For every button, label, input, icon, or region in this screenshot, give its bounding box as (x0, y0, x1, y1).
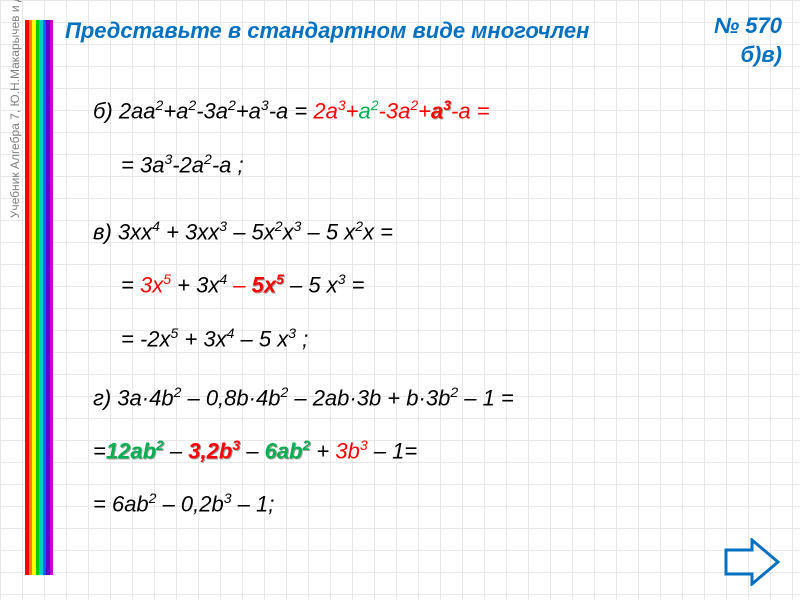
content-area: Представьте в стандартном виде многочлен… (65, 12, 790, 544)
math-line: = 3х5 + 3х4 – 5х5 – 5 х3 = (65, 271, 790, 298)
math-line: в) 3хх4 + 3хх3 – 5х2х3 – 5 х2х = (65, 218, 790, 245)
math-lines: б) 2аа2+а2-3а2+а3-а = 2a3+a2-3a2+a3-a = =… (65, 97, 790, 518)
textbook-label: Учебник Алгебра 7, Ю.Н.Макарычев и др . (8, 0, 22, 300)
math-line: = -2х5 + 3х4 – 5 х3 ; (65, 325, 790, 352)
math-line: г) 3a·4b2 – 0,8b·4b2 – 2ab·3b + b·3b2 – … (65, 384, 790, 411)
header-row: Представьте в стандартном виде многочлен… (65, 12, 790, 69)
next-button[interactable] (722, 538, 782, 586)
page-title: Представьте в стандартном виде многочлен (65, 18, 589, 44)
math-line: =12ab2 – 3,2b3 – 6ab2 + 3b3 – 1= (65, 437, 790, 464)
math-line: б) 2аа2+а2-3а2+а3-а = 2a3+a2-3a2+a3-a = (65, 97, 790, 124)
rainbow-sidebar (25, 20, 53, 575)
arrow-icon (726, 540, 778, 584)
math-line: = 3a3-2a2-a ; (65, 151, 790, 178)
math-line: = 6ab2 – 0,2b3 – 1; (65, 490, 790, 517)
exercise-number: № 570 б)в) (714, 12, 790, 69)
